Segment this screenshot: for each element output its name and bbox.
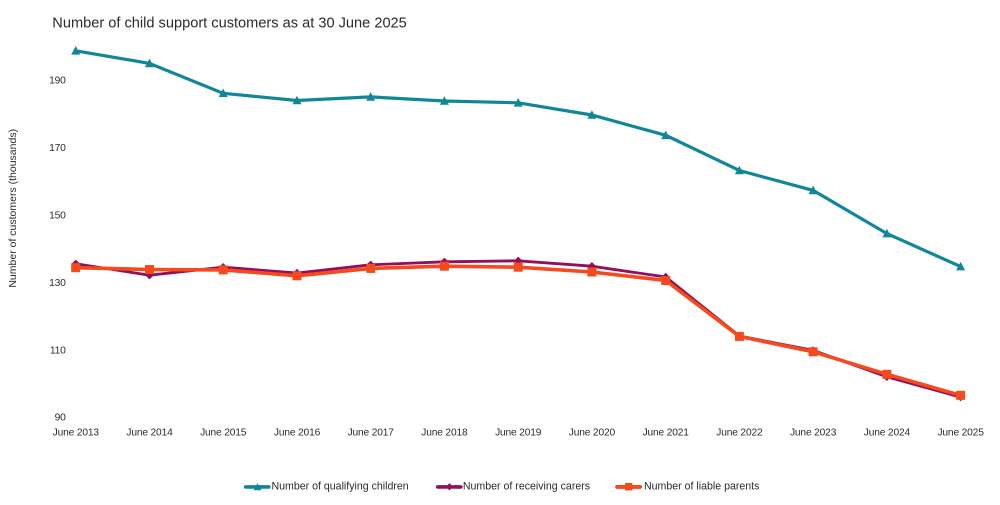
svg-text:Number of receiving carers: Number of receiving carers [463,481,590,493]
svg-text:June 2013: June 2013 [53,427,100,438]
svg-text:June 2014: June 2014 [126,427,173,438]
svg-text:190: 190 [49,76,66,87]
svg-text:Number of qualifying children: Number of qualifying children [272,481,409,493]
svg-text:Number of liable parents: Number of liable parents [644,481,759,493]
svg-text:Number of child support custom: Number of child support customers as at … [52,16,407,32]
svg-text:Number of customers (thousands: Number of customers (thousands) [7,129,19,288]
svg-text:June 2016: June 2016 [274,427,321,438]
svg-text:June 2020: June 2020 [569,427,616,438]
svg-text:170: 170 [49,143,66,154]
svg-text:June 2021: June 2021 [643,427,690,438]
svg-text:June 2019: June 2019 [495,427,542,438]
svg-text:June 2025: June 2025 [937,427,984,438]
svg-text:June 2017: June 2017 [348,427,395,438]
svg-text:June 2015: June 2015 [200,427,247,438]
svg-text:110: 110 [50,345,66,356]
svg-text:150: 150 [49,211,66,222]
svg-text:130: 130 [49,278,66,289]
svg-text:June 2023: June 2023 [790,427,837,438]
svg-text:90: 90 [55,413,67,424]
svg-text:June 2018: June 2018 [421,427,468,438]
svg-text:June 2024: June 2024 [864,427,911,438]
svg-text:June 2022: June 2022 [716,427,763,438]
